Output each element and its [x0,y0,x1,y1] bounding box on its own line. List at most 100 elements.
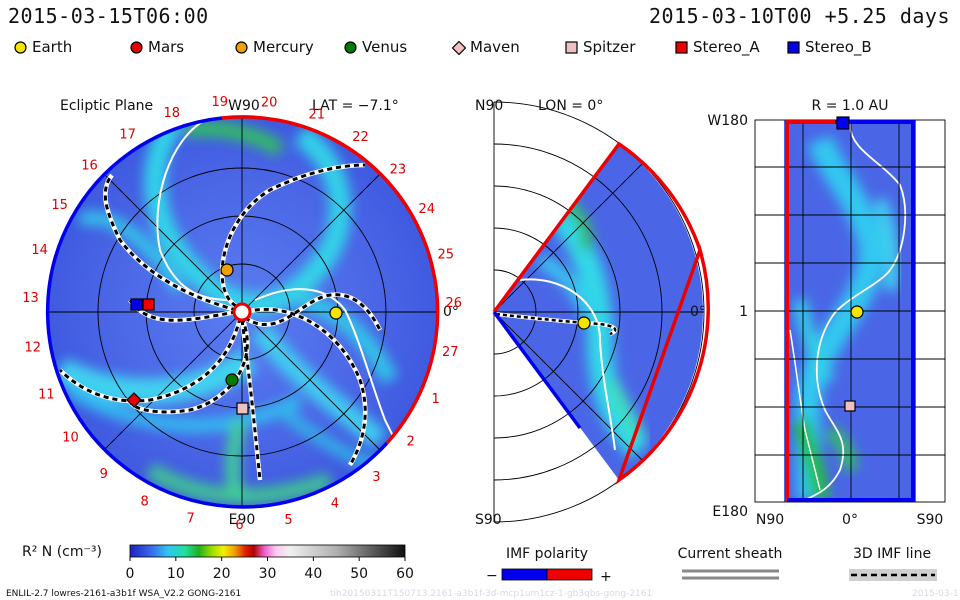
meridional-plane-plot: N90 LON = 0° S90 0° [475,98,710,528]
map-current-sheath [804,123,907,501]
carrington-label: 18 [164,106,181,121]
meridional-imf-line [495,312,618,336]
simulation-time: 2015-03-15T06:00 [8,4,209,28]
imf-line-title: 3D IMF line [853,546,931,562]
carrington-label: 26 [446,296,463,311]
mercury-marker-icon [235,40,248,54]
run-id-footer: tih20150311T150713.2161-a3b1f-3d-mcp1um1… [330,589,652,599]
meridional-grid [493,101,705,523]
map-xtick-left: N90 [756,512,784,528]
ecliptic-lat-label: LAT = −7.1° [312,98,399,114]
imf-polarity-legend: IMF polarity − + [486,546,612,585]
colorbar-tick-label: 40 [304,566,322,582]
legend-label: Maven [470,38,520,56]
carrington-label: 2 [406,435,414,450]
earth-marker [329,306,343,320]
imf-minus-label: − [486,568,498,584]
current-sheath-title: Current sheath [678,546,783,562]
ecliptic-title: Ecliptic Plane [60,98,153,114]
colorbar-label: R² N (cm⁻³) [22,544,102,560]
sun-marker [232,302,252,322]
legend-label: Stereo_B [805,38,872,56]
model-footer: ENLIL-2.7 lowres-2161-a3b1f WSA_V2.2 GON… [6,589,241,599]
carrington-label: 10 [62,431,79,446]
colorbar-tick-label: 20 [213,566,231,582]
mars-marker [130,396,138,404]
carrington-label: 23 [390,162,407,177]
map-spitzer-marker [844,400,856,412]
stereo-a-marker-icon [675,40,688,54]
ecliptic-bottom-label: E90 [229,512,256,528]
legend-label: Mercury [253,38,314,56]
meridional-positive-boundary-lower [615,244,710,485]
stereo-b-marker-icon [787,40,800,54]
date-footer: 2015-03-11 [912,589,960,599]
map-density [791,135,899,501]
earth-marker-icon [14,40,27,54]
legend-label: Earth [32,38,73,56]
legend-stereo-b: Stereo_B [787,38,872,56]
map-title: R = 1.0 AU [812,98,889,114]
carrington-label: 14 [31,243,48,258]
carrington-label: 16 [81,159,98,174]
map-bottom-label: E180 [712,504,748,520]
legend-label: Venus [362,38,408,56]
carrington-label: 11 [38,388,55,403]
map-xtick-center: 0° [842,512,858,528]
meridional-positive-boundary [492,141,702,314]
ecliptic-top-label: W90 [228,98,260,114]
carrington-label: 12 [25,340,42,355]
imf-negative-swatch [501,568,548,581]
colorbar-gradient [129,544,406,558]
colorbar-ticks: 0 10 20 30 40 50 60 [126,557,414,582]
legend-spitzer: Spitzer [565,38,635,56]
carrington-label: 21 [309,108,326,123]
colorbar-tick-label: 10 [167,566,185,582]
meridional-right-label: 0° [690,304,706,320]
mercury-marker [220,263,234,277]
current-sheath-legend: Current sheath [678,546,783,581]
carrington-label: 24 [419,202,436,217]
stereo-b-marker [130,298,143,311]
colorbar-tick-label: 50 [350,566,368,582]
carrington-label: 15 [51,198,68,213]
legend-mercury: Mercury [235,38,314,56]
spitzer-marker [236,402,249,415]
venus-marker-icon [344,40,357,54]
legend-label: Mars [148,38,185,56]
maven-marker-icon [452,40,466,55]
carrington-label: 13 [22,291,39,306]
carrington-label: 17 [119,128,136,143]
legend-earth: Earth [14,38,72,56]
meridional-earth-marker [577,316,591,330]
meridional-bottom-label: S90 [475,512,502,528]
colorbar: R² N (cm⁻³) 0 10 20 30 40 50 60 [22,544,414,582]
spitzer-marker-icon [565,40,578,54]
carrington-label: 9 [100,467,108,482]
carrington-labels: 19 20212223242526271234567891011121314151… [22,95,462,533]
imf-plus-label: + [600,569,612,585]
carrington-label: 1 [432,392,440,407]
colorbar-tick-label: 0 [126,566,135,582]
meridional-current-sheath [519,278,616,451]
map-earth-marker [850,305,864,319]
colorbar-tick-label: 30 [259,566,277,582]
carrington-label: 6 [235,518,243,533]
stereo-a-marker [142,298,155,311]
map-middle-label: 1 [739,304,748,320]
carrington-label: 7 [187,512,195,527]
venus-marker [225,373,239,387]
carrington-label: 5 [284,513,292,528]
positive-polarity-boundary [221,115,440,445]
carrington-label: 27 [442,345,459,360]
colorbar-tick-label: 60 [396,566,414,582]
carrington-label: 25 [438,248,455,263]
carrington-label: 22 [352,130,369,145]
legend-maven: Maven [452,38,520,56]
legend-venus: Venus [344,38,407,56]
map-current-sheath-2 [789,329,821,491]
carrington-label: 20 [261,96,278,111]
map-top-label: W180 [707,113,748,129]
map-xtick-right: S90 [917,512,944,528]
